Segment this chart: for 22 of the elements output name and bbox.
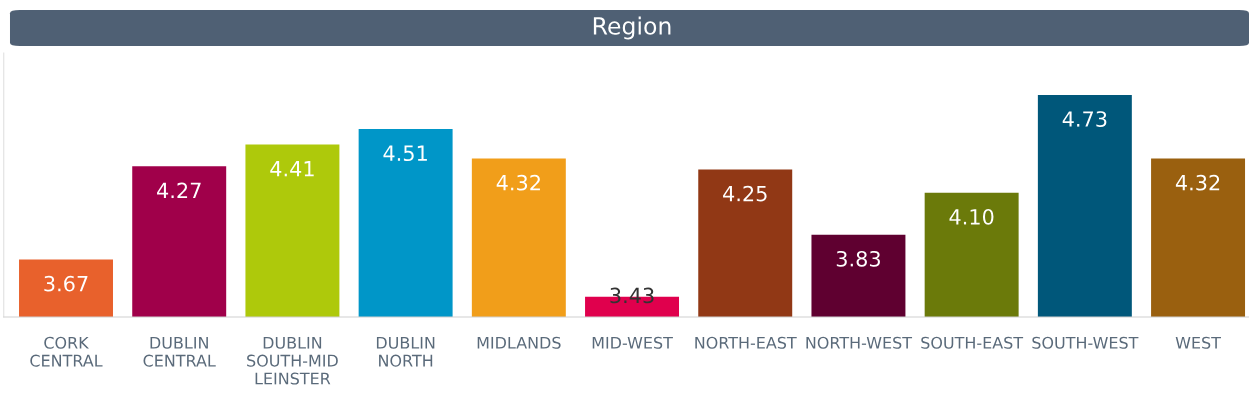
x-tick-label: DUBLIN NORTH [376, 336, 435, 367]
data-label: 4.41 [270, 161, 314, 177]
data-label: 4.25 [723, 185, 767, 202]
data-label: 4.32 [496, 174, 540, 191]
x-tick-label: NORTH-EAST [695, 336, 797, 349]
chart-title: Region [593, 16, 671, 40]
x-tick-label: MID-WEST [592, 336, 673, 349]
x-tick-label: DUBLIN SOUTH-MID LEINSTER [247, 336, 338, 385]
x-tick-label: NORTH-WEST [806, 336, 913, 349]
data-label: 4.27 [157, 182, 201, 199]
data-label: 3.67 [44, 275, 88, 292]
data-label: 4.73 [1062, 111, 1107, 127]
data-label: 4.51 [383, 145, 427, 162]
data-label: 4.32 [1175, 174, 1220, 191]
data-label: 3.83 [836, 250, 880, 267]
x-tick-label: WEST [1175, 336, 1221, 349]
x-tick-label: DUBLIN CENTRAL [143, 336, 216, 367]
x-tick-label: MIDLANDS [477, 336, 561, 349]
x-tick-label: SOUTH-EAST [921, 336, 1024, 349]
data-label: 4.10 [949, 208, 994, 225]
x-tick-label: SOUTH-WEST [1032, 336, 1139, 349]
x-tick-label: CORK CENTRAL [30, 336, 103, 367]
